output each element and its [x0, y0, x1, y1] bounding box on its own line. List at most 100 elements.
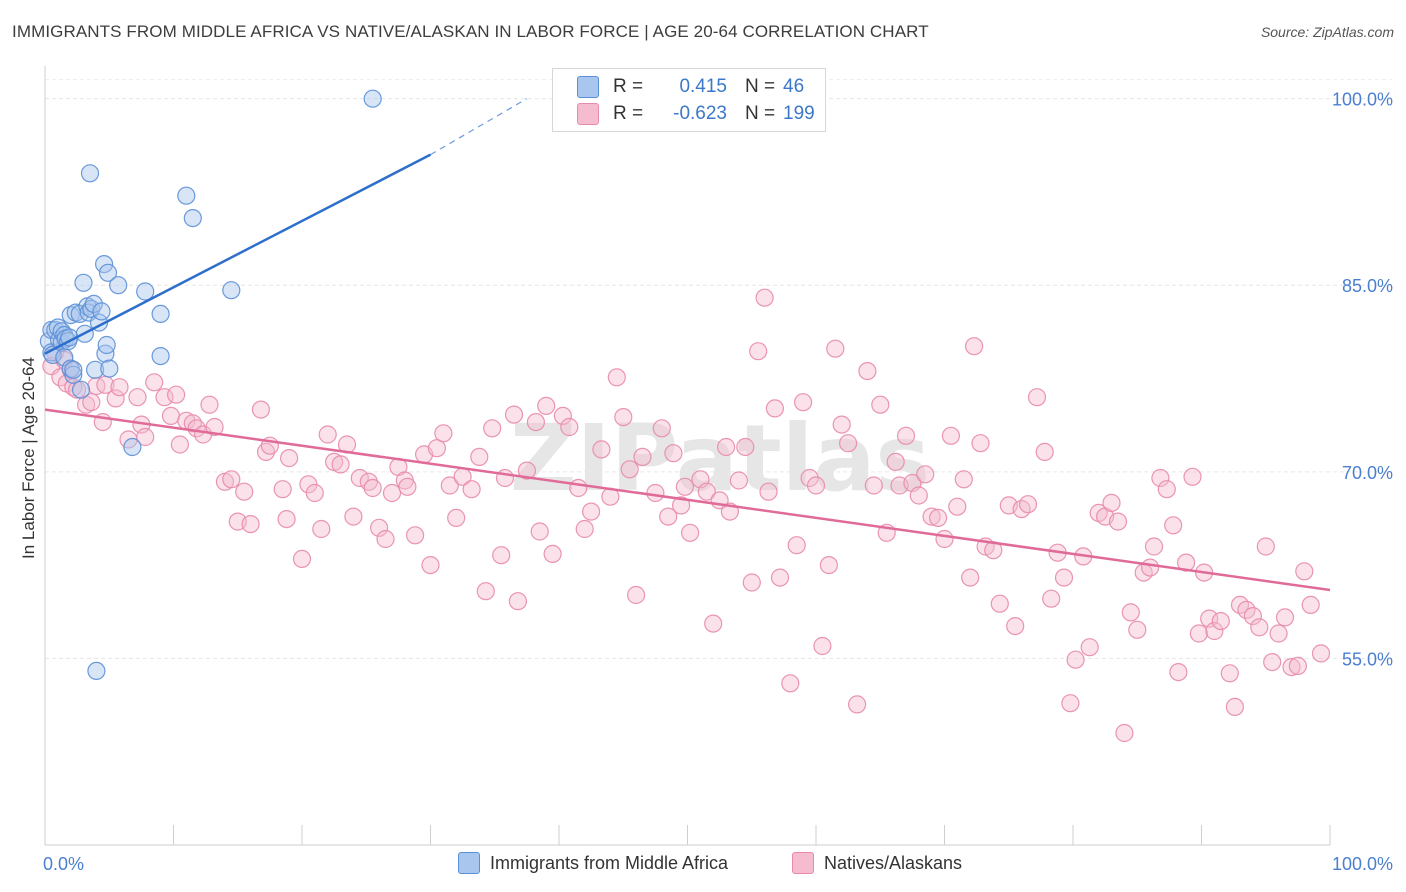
natives-alaskans-point — [847, 695, 867, 714]
natives-alaskans-point — [871, 395, 890, 414]
natives-alaskans-point — [916, 465, 935, 484]
natives-alaskans-point — [82, 393, 101, 412]
natives-alaskans-point — [864, 476, 883, 495]
natives-alaskans-point — [406, 526, 425, 545]
legend-item-natives-alaskans[interactable]: Natives/Alaskans — [792, 852, 962, 874]
natives-alaskans-point — [614, 408, 633, 427]
natives-alaskans-point — [838, 434, 858, 453]
natives-alaskans-point — [781, 674, 800, 693]
natives-alaskans-point — [344, 507, 363, 526]
natives-alaskans-point — [508, 592, 528, 611]
natives-alaskans-point — [504, 405, 524, 424]
natives-alaskans-point — [759, 482, 778, 501]
natives-alaskans-point — [1169, 662, 1188, 682]
natives-alaskans-point — [251, 400, 270, 419]
natives-alaskans-point — [697, 482, 716, 501]
natives-alaskans-point — [1263, 652, 1282, 672]
natives-alaskans-point — [581, 502, 601, 521]
middle-africa-point — [84, 294, 103, 313]
natives-alaskans-point — [1121, 603, 1140, 622]
natives-alaskans-point — [1102, 493, 1121, 512]
legend-item-middle-africa[interactable]: Immigrants from Middle Africa — [458, 852, 728, 874]
natives-alaskans-point — [626, 585, 646, 605]
natives-alaskans-point — [241, 514, 260, 534]
natives-alaskans-point — [800, 468, 819, 488]
legend: Immigrants from Middle Africa Natives/Al… — [0, 848, 1406, 882]
middle-africa-point — [98, 263, 118, 282]
natives-alaskans-point — [1164, 516, 1183, 535]
natives-alaskans-point — [1269, 624, 1288, 643]
natives-alaskans-point — [716, 437, 736, 457]
natives-alaskans-point — [553, 406, 573, 425]
natives-alaskans-point — [161, 406, 180, 425]
middle-africa-point — [222, 281, 241, 300]
natives-alaskans-point — [476, 582, 495, 601]
middle-africa-point — [97, 335, 116, 355]
natives-alaskans-point — [832, 415, 851, 434]
natives-alaskans-point — [819, 555, 839, 575]
natives-alaskans-point — [292, 549, 312, 569]
middle-africa-point — [85, 360, 105, 379]
natives-alaskans-point — [1243, 606, 1263, 626]
natives-alaskans-point — [704, 614, 723, 633]
r-value: 0.415 — [679, 76, 727, 97]
middle-africa-point — [92, 302, 111, 321]
natives-alaskans-point — [813, 636, 832, 656]
natives-alaskans-point — [110, 378, 129, 397]
natives-alaskans-point — [1144, 537, 1164, 556]
middle-africa-point — [177, 186, 196, 205]
natives-alaskans-point — [205, 417, 224, 437]
natives-alaskans-point — [331, 455, 350, 474]
stats-row-blue: R = 0.415 N = 46 — [577, 75, 823, 99]
axes — [44, 66, 1331, 846]
natives-alaskans-point — [312, 519, 331, 539]
natives-alaskans-point — [106, 389, 125, 408]
n-value: 199 — [783, 103, 815, 124]
trend-lines — [44, 98, 1331, 592]
natives-alaskans-point — [886, 452, 905, 471]
natives-alaskans-point — [530, 522, 549, 541]
natives-alaskans-point — [592, 440, 611, 459]
natives-alaskans-point — [543, 544, 562, 564]
middle-africa-point — [94, 255, 114, 274]
natives-alaskans-point — [222, 470, 241, 489]
natives-alaskans-point — [1018, 495, 1038, 514]
natives-alaskans-point — [434, 424, 453, 443]
natives-alaskans-point — [155, 388, 174, 407]
stats-row-pink: R = -0.623 N = 199 — [577, 102, 823, 126]
natives-alaskans-point — [1311, 644, 1331, 663]
natives-alaskans-point — [954, 470, 973, 489]
natives-alaskans-point — [742, 573, 761, 592]
natives-alaskans-point — [575, 519, 594, 539]
natives-alaskans-point — [607, 368, 626, 387]
natives-alaskans-points — [42, 288, 1331, 743]
r-label: R = — [613, 103, 644, 124]
middle-africa-point — [151, 304, 170, 323]
natives-alaskans-point — [427, 439, 446, 458]
middle-africa-points — [39, 89, 382, 681]
middle-africa-point — [183, 209, 202, 228]
middle-africa-point — [109, 276, 128, 295]
blue-swatch — [577, 76, 599, 98]
natives-alaskans-point — [1282, 657, 1301, 677]
natives-alaskans-point — [167, 385, 186, 404]
natives-alaskans-point — [922, 507, 941, 526]
natives-alaskans-point — [1027, 388, 1047, 407]
natives-alaskans-point — [526, 413, 546, 432]
middle-africa-point — [363, 89, 382, 108]
natives-alaskans-point — [793, 393, 813, 412]
natives-alaskans-point — [806, 476, 826, 495]
natives-alaskans-point — [928, 508, 948, 528]
x-tick-label: 100.0% — [1332, 854, 1393, 874]
natives-alaskans-point — [990, 594, 1009, 613]
middle-africa-point — [64, 360, 83, 379]
natives-alaskans-point — [376, 529, 395, 549]
natives-alaskans-point — [462, 480, 481, 499]
middle-africa-point — [87, 661, 106, 681]
watermark: ZIPatlas — [510, 405, 930, 512]
natives-alaskans-point — [67, 380, 87, 399]
middle-africa-point — [71, 380, 91, 399]
natives-alaskans-point — [1151, 468, 1170, 488]
natives-alaskans-point — [1220, 664, 1239, 683]
